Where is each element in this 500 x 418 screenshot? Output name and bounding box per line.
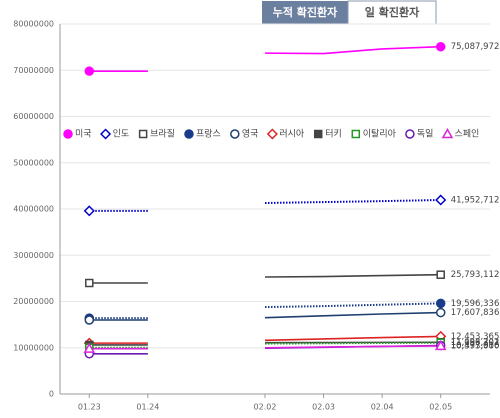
value-label: 41,952,712	[451, 195, 500, 205]
x-tick-label: 02.05	[429, 403, 452, 412]
y-tick-label: 10000000	[13, 343, 54, 352]
marker	[100, 128, 112, 140]
marker	[230, 129, 240, 139]
y-tick-label: 40000000	[13, 205, 54, 214]
legend-label: 러시아	[279, 129, 305, 140]
marker	[138, 129, 148, 139]
series-line	[89, 311, 441, 321]
tab-label[interactable]: 누적 확진환자	[273, 5, 338, 19]
series-line	[89, 45, 441, 72]
legend-label: 터키	[325, 129, 342, 140]
value-label: 10,477,916	[451, 341, 500, 351]
legend-label: 인도	[113, 129, 130, 140]
legend-label: 미국	[75, 129, 92, 140]
x-tick-label: 01.24	[136, 403, 159, 412]
marker	[434, 339, 447, 351]
series-line	[89, 335, 441, 344]
series-line	[89, 273, 441, 284]
y-tick-label: 0	[49, 390, 54, 399]
legend-label: 스페인	[454, 129, 479, 140]
value-label: 75,087,972	[451, 42, 500, 52]
marker	[435, 194, 447, 206]
value-label: 10,393,000	[451, 341, 500, 351]
y-tick-label: 80000000	[13, 20, 54, 29]
marker	[184, 129, 194, 139]
value-label: 17,607,836	[451, 308, 500, 318]
x-tick-label: 02.03	[312, 403, 335, 412]
tab-label[interactable]: 일 확진환자	[365, 5, 420, 19]
value-label: 12,453,365	[451, 332, 500, 342]
marker	[83, 342, 96, 353]
marker	[436, 270, 445, 279]
value-label: 11,093,701	[451, 338, 500, 348]
series-line	[89, 341, 441, 349]
marker	[83, 205, 95, 217]
x-tick-label: 02.02	[254, 403, 277, 412]
legend-label: 이탈리아	[363, 129, 397, 140]
tab-active[interactable]	[262, 1, 348, 24]
x-tick-label: 02.04	[371, 403, 394, 412]
y-tick-label: 50000000	[13, 158, 54, 167]
marker	[63, 129, 73, 139]
marker	[435, 307, 446, 318]
series-line	[89, 198, 441, 212]
legend-label: 영국	[242, 129, 259, 140]
y-tick-label: 60000000	[13, 112, 54, 121]
marker	[435, 298, 446, 309]
marker	[405, 129, 415, 139]
marker	[435, 41, 446, 52]
value-label: 11,186,302	[451, 338, 500, 348]
y-tick-label: 20000000	[13, 297, 54, 306]
value-label: 25,793,112	[451, 270, 500, 280]
legend-label: 프랑스	[196, 128, 221, 140]
series-line	[89, 345, 441, 350]
legend-label: 브라질	[150, 128, 175, 140]
y-tick-label: 30000000	[13, 251, 54, 260]
marker	[84, 315, 95, 325]
legend-label: 독일	[417, 129, 434, 140]
marker	[351, 129, 361, 139]
series-line	[89, 302, 441, 320]
marker	[85, 278, 94, 288]
x-tick-label: 01.23	[78, 403, 101, 412]
marker	[266, 128, 278, 140]
marker	[313, 129, 323, 139]
marker	[84, 66, 95, 76]
marker	[441, 127, 454, 139]
value-label: 19,596,336	[451, 299, 500, 309]
y-tick-label: 70000000	[13, 66, 54, 75]
